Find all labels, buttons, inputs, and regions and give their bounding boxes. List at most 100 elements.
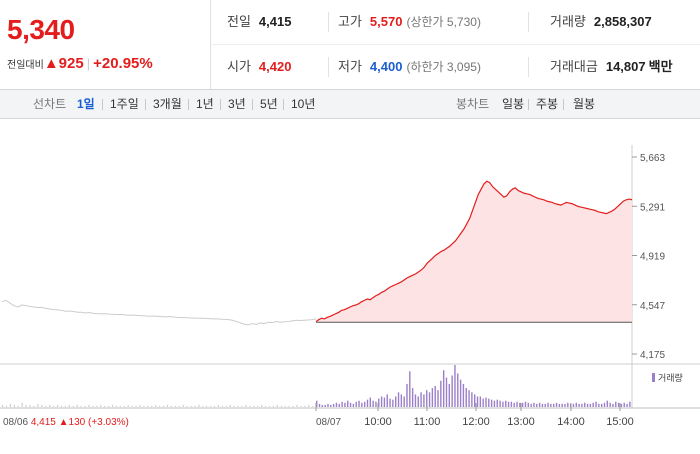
volume-bar	[555, 402, 558, 407]
volume-bar	[406, 383, 408, 407]
volume-bar	[547, 402, 549, 407]
volume-bar	[17, 405, 19, 407]
volume-bar	[440, 380, 442, 407]
price-change: 전일대비▲925 | +20.95%	[7, 55, 153, 72]
volume-bar	[318, 403, 321, 407]
volume-bar	[213, 405, 216, 407]
volume-bar	[437, 390, 439, 407]
volume-bar	[296, 404, 298, 407]
tab-1year[interactable]: 1년	[196, 97, 214, 111]
volume-bar	[629, 401, 631, 407]
change-rate: +20.95%	[93, 55, 153, 72]
volume-bar	[96, 405, 98, 407]
volume-bar	[249, 405, 251, 407]
volume-bar	[553, 403, 555, 407]
volume-bar	[615, 401, 617, 407]
volume-bar	[603, 402, 606, 407]
tab-weekly-candle[interactable]: 주봉	[536, 97, 559, 111]
stat-high: 고가 5,570 (상한가 5,730)	[338, 14, 481, 29]
tab-3months[interactable]: 3개월	[153, 97, 182, 111]
x-tick-label: 11:00	[414, 416, 441, 428]
volume-bar	[198, 404, 200, 407]
volume-bar	[400, 394, 403, 407]
volume-bar	[536, 403, 538, 407]
today-series-line	[315, 180, 633, 323]
volume-bar	[600, 403, 603, 407]
volume-bar	[84, 405, 86, 407]
price-chart[interactable]: 5,663 5,291 4,919 4,547 4,175 거래량 10:00 11:00…	[0, 119, 700, 450]
divider	[328, 12, 329, 32]
volume-bar	[428, 392, 431, 407]
volume-bar	[9, 403, 12, 407]
volume-bar	[107, 405, 110, 407]
tab-monthly-candle[interactable]: 월봉	[573, 97, 596, 111]
tab-3years[interactable]: 3년	[228, 97, 246, 111]
volume-bar	[606, 400, 609, 407]
volume-bar	[64, 405, 66, 407]
volume-bar	[550, 403, 552, 407]
volume-bar	[53, 405, 55, 407]
volume-bar	[261, 404, 263, 407]
volume-bar	[510, 401, 513, 407]
volume-bar	[88, 404, 90, 407]
volume-bar	[502, 401, 504, 407]
volume-bar	[49, 404, 51, 407]
volume-bar	[13, 404, 15, 407]
volume-bar	[131, 405, 133, 407]
divider	[252, 99, 253, 110]
y-tick-label: 5,663	[640, 153, 665, 164]
current-price: 5,340	[7, 14, 75, 45]
tab-5years[interactable]: 5년	[260, 97, 278, 111]
volume-bar	[476, 396, 479, 407]
volume-bar	[276, 404, 278, 407]
volume-bar	[378, 398, 380, 407]
volume-bar	[609, 402, 611, 407]
volume-bar	[253, 405, 255, 407]
volume-bar	[623, 402, 625, 407]
stat-amount: 거래대금 14,807 백만	[550, 59, 673, 74]
stat-volume: 거래량 2,858,307	[550, 14, 652, 29]
tab-10years[interactable]: 10년	[291, 97, 316, 111]
volume-bar	[403, 396, 405, 407]
volume-bar	[29, 404, 31, 407]
volume-bar	[159, 405, 161, 407]
volume-bar	[524, 401, 527, 407]
volume-bar	[414, 394, 417, 407]
volume-bar	[229, 404, 231, 407]
x-tick-label: 10:00	[364, 416, 392, 428]
volume-bar	[462, 383, 465, 407]
volume-legend-swatch	[652, 373, 655, 382]
line-chart-label: 선차트	[33, 97, 67, 111]
x-tick-label: 15:00	[606, 416, 634, 428]
volume-bar	[170, 405, 172, 407]
volume-bar	[341, 401, 343, 407]
quote-stats: 전일 4,415 고가 5,570 (상한가 5,730) 거래량 2,858,307 …	[210, 0, 700, 89]
x-tick-label: 14:00	[557, 416, 585, 428]
volume-bar	[344, 402, 346, 407]
volume-bar	[375, 401, 377, 407]
volume-bar	[431, 388, 434, 407]
volume-bar	[56, 404, 59, 407]
volume-bar	[442, 370, 445, 407]
volume-bar	[521, 402, 524, 407]
volume-bar	[338, 403, 340, 407]
x-tick-label: 13:00	[507, 416, 535, 428]
volume-bar	[316, 400, 318, 407]
volume-bar	[485, 397, 487, 407]
volume-bar	[5, 405, 8, 407]
candle-chart-label: 봉차트	[456, 97, 490, 111]
volume-bar	[284, 405, 286, 407]
volume-bar	[558, 403, 561, 407]
volume-bar	[454, 365, 456, 407]
tab-1week[interactable]: 1주일	[110, 97, 139, 111]
volume-bar	[380, 396, 383, 407]
volume-legend-label: 거래량	[658, 372, 683, 383]
divider	[563, 99, 564, 110]
divider	[528, 12, 529, 32]
volume-bar	[206, 405, 208, 407]
change-label: 전일대비	[7, 60, 44, 71]
volume-bar	[45, 405, 47, 407]
tab-daily-candle[interactable]: 일봉	[502, 97, 525, 111]
tab-1day[interactable]: 1일	[77, 97, 95, 111]
volume-bar	[347, 400, 349, 407]
